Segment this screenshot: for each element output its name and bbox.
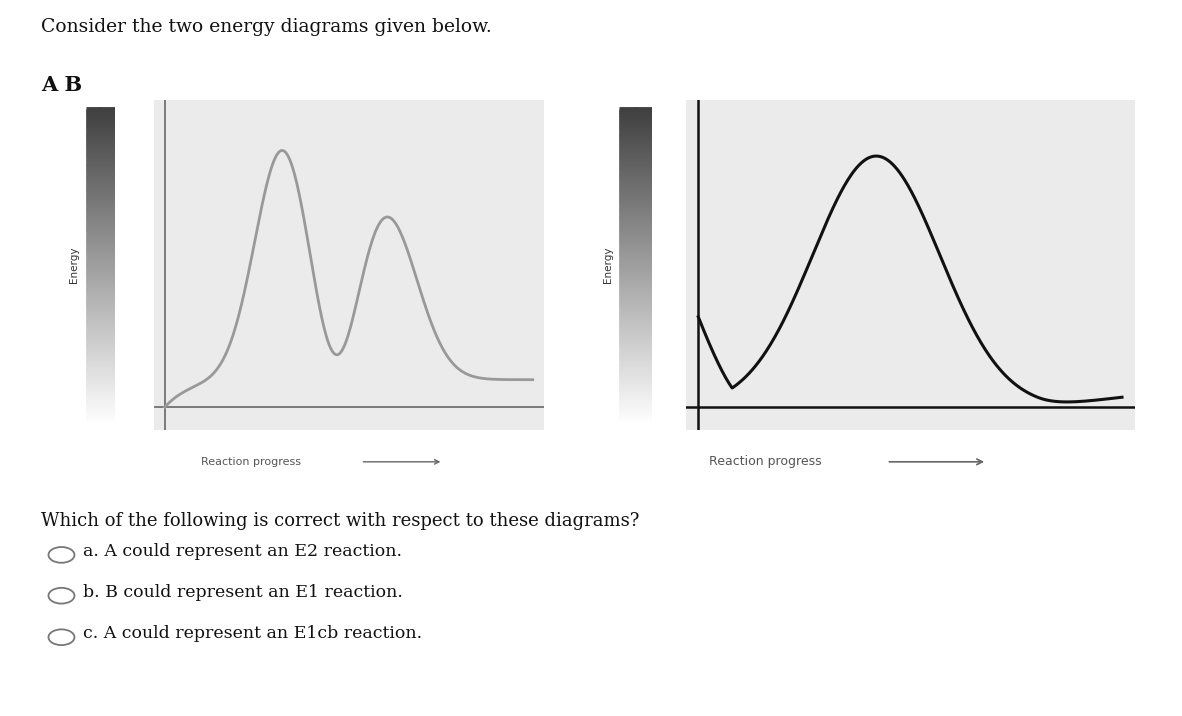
Text: Reaction progress: Reaction progress bbox=[201, 457, 301, 467]
Text: Energy: Energy bbox=[603, 247, 612, 283]
Polygon shape bbox=[87, 107, 113, 139]
Text: b. B could represent an E1 reaction.: b. B could represent an E1 reaction. bbox=[83, 584, 403, 601]
Text: c. A could represent an E1cb reaction.: c. A could represent an E1cb reaction. bbox=[83, 625, 422, 642]
Polygon shape bbox=[621, 107, 651, 139]
Text: Consider the two energy diagrams given below.: Consider the two energy diagrams given b… bbox=[41, 18, 492, 36]
Text: Energy: Energy bbox=[70, 247, 79, 283]
Text: a. A could represent an E2 reaction.: a. A could represent an E2 reaction. bbox=[83, 543, 402, 560]
Text: Reaction progress: Reaction progress bbox=[709, 455, 821, 468]
Text: A B: A B bbox=[41, 75, 83, 95]
Text: Which of the following is correct with respect to these diagrams?: Which of the following is correct with r… bbox=[41, 512, 639, 530]
